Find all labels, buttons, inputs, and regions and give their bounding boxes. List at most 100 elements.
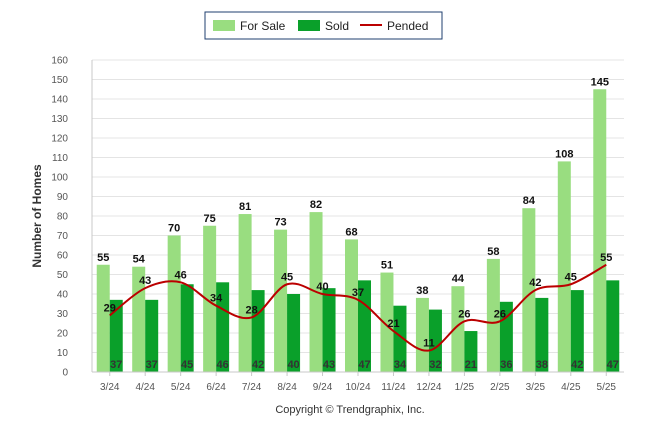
y-tick-label: 130 <box>51 114 68 125</box>
pended-value-label: 46 <box>175 269 187 281</box>
legend-label-for-sale: For Sale <box>240 19 286 33</box>
bar-for-sale <box>522 208 536 372</box>
sold-value-label: 47 <box>607 359 619 371</box>
pended-value-label: 55 <box>600 252 612 264</box>
y-tick-label: 60 <box>57 251 69 262</box>
pended-value-label: 42 <box>529 277 541 289</box>
bar-for-sale <box>451 286 465 372</box>
x-tick-label: 5/25 <box>597 382 617 393</box>
y-tick-label: 110 <box>52 153 68 164</box>
for-sale-value-label: 44 <box>452 273 465 285</box>
sold-value-label: 46 <box>217 359 229 371</box>
for-sale-value-label: 58 <box>487 246 499 258</box>
x-tick-label: 9/24 <box>313 382 333 393</box>
bar-for-sale <box>345 239 358 372</box>
x-tick-label: 10/24 <box>345 382 370 393</box>
for-sale-value-label: 55 <box>97 252 109 264</box>
x-tick-label: 2/25 <box>490 382 510 393</box>
bars <box>96 89 620 372</box>
sold-value-label: 38 <box>536 359 548 371</box>
bar-for-sale <box>203 225 217 372</box>
sold-value-label: 40 <box>287 359 299 371</box>
pended-value-label: 21 <box>387 318 399 330</box>
pended-value-label: 37 <box>352 287 364 299</box>
bar-for-sale <box>593 89 607 372</box>
bar-for-sale <box>380 272 394 372</box>
pended-value-label: 28 <box>245 304 257 316</box>
bar-for-sale <box>274 229 288 372</box>
bar-for-sale <box>167 235 181 372</box>
bar-sold <box>428 309 442 372</box>
sold-value-label: 42 <box>252 359 264 371</box>
pended-line <box>109 263 607 352</box>
x-tick-label: 8/24 <box>277 382 297 393</box>
x-tick-label: 3/25 <box>526 382 546 393</box>
pended-value-label: 34 <box>210 293 223 305</box>
y-tick-label: 150 <box>51 75 68 86</box>
bar-sold <box>287 294 301 372</box>
sold-value-label: 42 <box>571 359 583 371</box>
y-tick-label: 20 <box>57 329 69 340</box>
legend-box <box>204 11 443 40</box>
x-tick-label: 1/25 <box>455 382 475 393</box>
x-axis: 3/24 4/24 5/24 6/24 7/24 8/24 9/24 10/24 11/24 12… <box>92 371 624 393</box>
x-tick-label: 6/24 <box>206 382 226 393</box>
copyright-text: Copyright © Trendgraphix, Inc. <box>275 404 424 416</box>
y-axis-label: Number of Homes <box>30 164 44 268</box>
sold-value-label: 43 <box>323 359 335 371</box>
sold-value-label: 32 <box>429 359 441 371</box>
x-tick-label: 12/24 <box>416 382 441 393</box>
legend-swatch-sold <box>298 20 320 31</box>
for-sale-value-label: 73 <box>274 217 286 229</box>
bar-for-sale <box>96 264 110 372</box>
x-tick-label: 5/24 <box>171 382 191 393</box>
x-tick-label: 7/24 <box>242 382 262 393</box>
for-sale-value-label: 75 <box>204 213 216 225</box>
y-tick-label: 10 <box>57 348 69 359</box>
bar-for-sale <box>557 161 571 372</box>
legend-label-sold: Sold <box>325 19 349 33</box>
bar-for-sale <box>238 214 252 372</box>
pended-value-label: 11 <box>423 338 435 350</box>
for-sale-value-label: 68 <box>345 226 357 238</box>
bar-sold <box>180 284 194 372</box>
data-labels: 55 37 54 37 70 45 75 46 81 42 73 40 82 43 68 47 51 34 38 32… <box>97 76 619 371</box>
bar-sold <box>570 290 584 372</box>
bar-sold <box>216 282 230 372</box>
y-tick-label: 70 <box>57 231 69 242</box>
for-sale-value-label: 108 <box>555 148 573 160</box>
y-tick-label: 40 <box>57 290 69 301</box>
sold-value-label: 37 <box>146 359 158 371</box>
sold-value-label: 21 <box>465 359 477 371</box>
x-tick-label: 3/24 <box>100 382 120 393</box>
y-tick-label: 30 <box>57 309 69 320</box>
bar-for-sale <box>486 258 500 372</box>
y-tick-label: 160 <box>51 56 68 67</box>
sold-value-label: 34 <box>394 359 407 371</box>
sold-value-label: 37 <box>110 359 122 371</box>
y-tick-label: 50 <box>57 270 69 281</box>
for-sale-value-label: 82 <box>310 199 322 211</box>
legend-swatch-for-sale <box>213 20 235 31</box>
for-sale-value-label: 145 <box>591 76 609 88</box>
for-sale-value-label: 51 <box>381 260 393 272</box>
for-sale-value-label: 54 <box>133 254 146 266</box>
sold-value-label: 36 <box>500 359 512 371</box>
sold-value-label: 47 <box>358 359 370 371</box>
for-sale-value-label: 84 <box>523 195 536 207</box>
pended-value-label: 26 <box>458 308 470 320</box>
bar-sold <box>393 305 407 372</box>
pended-value-label: 40 <box>316 281 328 293</box>
y-tick-label: 120 <box>51 134 68 145</box>
legend-label-pended: Pended <box>387 19 428 33</box>
pended-value-label: 43 <box>139 275 151 287</box>
bar-sold <box>109 299 123 372</box>
y-axis: 0 10 20 30 40 50 60 70 80 90 100 110 120 130 140 150 160 <box>51 56 93 379</box>
pended-value-label: 45 <box>281 271 293 283</box>
pended-value-label: 29 <box>104 302 116 314</box>
legend: For Sale Sold Pended <box>204 11 443 40</box>
bar-sold <box>145 299 159 372</box>
y-tick-label: 0 <box>62 368 68 379</box>
sold-value-label: 45 <box>181 359 193 371</box>
